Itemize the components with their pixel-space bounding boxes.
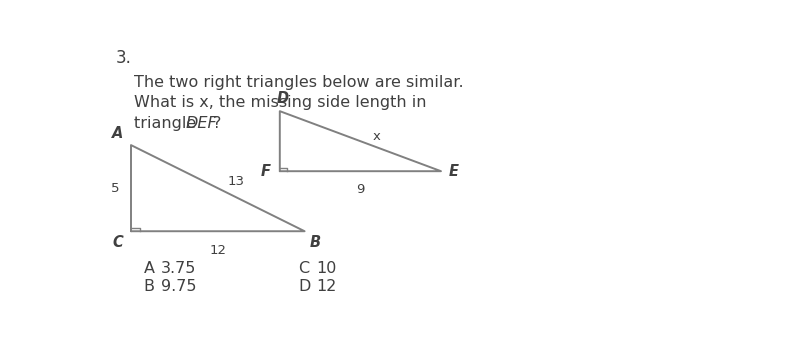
Text: A: A (112, 126, 123, 141)
Text: triangle: triangle (134, 116, 202, 132)
Text: ?: ? (213, 116, 222, 132)
Text: 9.75: 9.75 (161, 279, 196, 294)
Text: D: D (298, 279, 310, 294)
Text: D: D (277, 92, 289, 106)
Text: 12: 12 (316, 279, 336, 294)
Text: B: B (143, 279, 154, 294)
Text: 5: 5 (111, 182, 120, 195)
Text: What is x, the missing side length in: What is x, the missing side length in (134, 96, 426, 111)
Text: C: C (298, 261, 310, 276)
Text: 12: 12 (210, 244, 226, 257)
Text: A: A (143, 261, 154, 276)
Text: 9: 9 (356, 183, 365, 196)
Text: C: C (113, 235, 123, 250)
Text: E: E (449, 164, 458, 179)
Text: F: F (261, 164, 271, 179)
Text: The two right triangles below are similar.: The two right triangles below are simila… (134, 75, 464, 89)
Text: B: B (310, 235, 321, 250)
Text: 3.75: 3.75 (161, 261, 196, 276)
Text: x: x (373, 130, 381, 143)
Text: 3.: 3. (115, 48, 131, 66)
Text: 13: 13 (227, 175, 244, 188)
Text: DEF: DEF (186, 116, 218, 132)
Text: 10: 10 (316, 261, 336, 276)
